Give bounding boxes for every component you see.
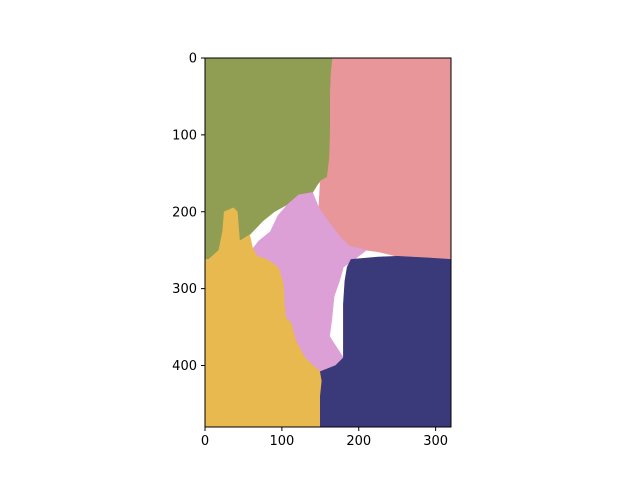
segment-navy [319,255,452,428]
y-tick-label: 300 [172,282,197,297]
axes-frame [204,57,452,428]
x-tick-label: 100 [269,434,294,449]
x-tick-label: 200 [346,434,371,449]
y-tick-label: 0 [189,52,197,67]
y-axis: 0 100 200 300 400 [172,52,205,374]
x-tick-label: 0 [201,434,209,449]
y-tick-label: 400 [172,359,197,374]
x-axis: 0 100 200 300 [201,427,448,449]
x-tick-label: 300 [423,434,448,449]
plot-area [204,57,452,428]
y-tick-label: 200 [172,205,197,220]
segment-pink [318,57,452,260]
y-tick-label: 100 [172,128,197,143]
